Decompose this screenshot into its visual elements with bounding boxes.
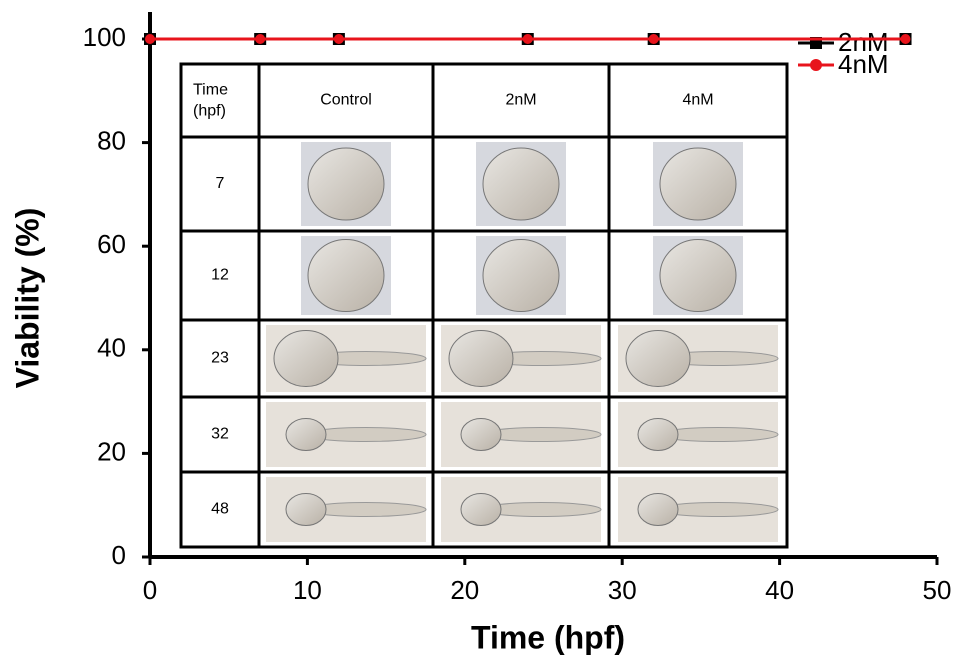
y-axis-title: Viability (%) — [9, 208, 45, 389]
embryo — [482, 147, 560, 221]
x-axis-title: Time (hpf) — [471, 619, 625, 655]
table-row-label: 32 — [211, 426, 229, 443]
marker — [145, 34, 155, 44]
embryo — [659, 147, 737, 221]
marker — [255, 34, 266, 44]
y-tick-label: 80 — [97, 125, 126, 155]
header-line: Time — [193, 82, 228, 99]
table-row-label: 23 — [211, 350, 229, 367]
table-header: 4nM — [682, 92, 713, 109]
x-tick-label: 40 — [765, 575, 794, 605]
embryo — [307, 147, 385, 221]
x-tick-label: 10 — [293, 575, 322, 605]
embryo-yolk — [285, 493, 327, 526]
y-tick-label: 100 — [83, 22, 126, 52]
embryo-yolk — [285, 418, 327, 451]
embryo-yolk — [460, 418, 502, 451]
header-line: (hpf) — [193, 103, 226, 120]
embryo-yolk — [637, 493, 679, 526]
marker — [900, 34, 911, 44]
y-tick-label: 40 — [97, 333, 126, 363]
x-tick-label: 50 — [923, 575, 952, 605]
marker — [648, 34, 659, 44]
y-tick-label: 20 — [97, 436, 126, 466]
embryo-yolk — [637, 418, 679, 451]
x-tick-label: 30 — [608, 575, 637, 605]
embryo — [482, 239, 560, 312]
table-row-label: 7 — [216, 175, 225, 192]
legend-label: 2nM — [838, 27, 889, 57]
legend-label: 4nM — [838, 49, 889, 79]
embryo-yolk — [448, 330, 514, 387]
embryo — [307, 239, 385, 312]
x-tick-label: 20 — [450, 575, 479, 605]
legend-marker — [810, 59, 822, 71]
marker — [522, 34, 533, 44]
table-header: Time (hpf) — [193, 82, 228, 120]
table-row-label: 48 — [211, 501, 229, 518]
table-row-label: 12 — [211, 267, 229, 284]
x-tick-label: 0 — [143, 575, 157, 605]
y-tick-label: 60 — [97, 229, 126, 259]
y-tick-label: 0 — [112, 540, 126, 570]
embryo-yolk — [273, 330, 339, 387]
table-header: 2nM — [505, 92, 536, 109]
embryo-yolk — [625, 330, 691, 387]
embryo-yolk — [460, 493, 502, 526]
embryo — [659, 239, 737, 312]
marker — [333, 34, 344, 44]
table-header: Control — [320, 92, 372, 109]
